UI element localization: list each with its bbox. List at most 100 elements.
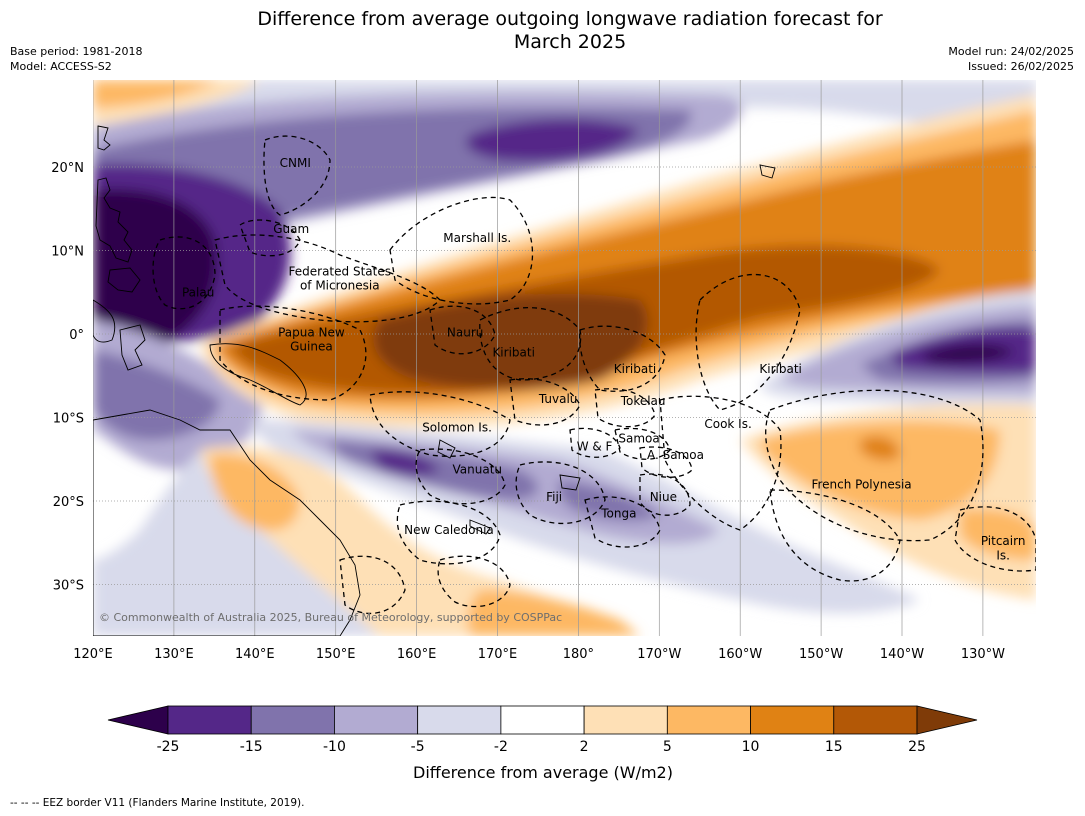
eez-pitcairn xyxy=(954,506,1036,572)
place-label: French Polynesia xyxy=(811,477,911,491)
colorbar-tick-label: 5 xyxy=(663,739,672,755)
title-line-2: March 2025 xyxy=(513,31,627,53)
eez-fiji xyxy=(515,461,606,525)
place-label: Fiji xyxy=(546,490,562,504)
longitude-axis: 120°E 130°E 140°E 150°E 160°E 170°E 180° 170°W 1… xyxy=(73,647,1005,662)
place-label: A. Samoa xyxy=(647,448,704,462)
taiwan-coast xyxy=(97,125,111,151)
colorbar-bin xyxy=(583,705,668,735)
longitude-tick-label: 140°E xyxy=(235,647,275,662)
colorbar-bin xyxy=(750,705,835,735)
eez-fsm xyxy=(214,234,441,323)
place-label: Vanuatu xyxy=(453,462,503,476)
latitude-tick-label: 20°N xyxy=(51,161,84,176)
coastlines xyxy=(93,125,776,636)
borneo xyxy=(93,299,116,343)
title-line-1: Difference from average outgoing longwav… xyxy=(257,8,883,30)
colorbar-bin xyxy=(417,705,502,735)
eez-tonga xyxy=(584,496,661,548)
eez-american-samoa xyxy=(639,446,693,478)
eez-palau xyxy=(152,236,216,310)
chart-title: Difference from average outgoing longwav… xyxy=(0,8,1085,54)
graticule xyxy=(93,80,1036,636)
issued-date: Issued: 26/02/2025 xyxy=(967,60,1074,73)
longitude-tick-label: 150°E xyxy=(316,647,356,662)
longitude-tick-label: 170°E xyxy=(478,647,518,662)
place-label: Is. xyxy=(996,548,1010,562)
latitude-tick-label: 30°S xyxy=(53,579,84,594)
colorbar-bin xyxy=(666,705,751,735)
eez-french-polynesia xyxy=(765,389,984,542)
colorbar-bin xyxy=(167,705,252,735)
place-label: Kiribati xyxy=(759,362,801,376)
colorbar-extend-max xyxy=(916,705,978,735)
place-label: Kiribati xyxy=(614,362,656,376)
longitude-tick-label: 160°W xyxy=(718,647,762,662)
place-label: Guinea xyxy=(290,340,333,354)
australia-coast xyxy=(93,409,361,636)
eez-kiribati-phoenix xyxy=(579,325,666,392)
eez-wallis-futuna xyxy=(569,427,621,458)
place-label: Solomon Is. xyxy=(422,421,492,435)
place-label: Palau xyxy=(182,285,214,299)
colorbar-label: Difference from average (W/m2) xyxy=(413,763,673,782)
longitude-tick-label: 150°W xyxy=(799,647,843,662)
place-label: Tuvalu xyxy=(538,392,578,406)
colorbar-tick-label: -15 xyxy=(240,739,263,755)
place-label: Tonga xyxy=(600,507,636,521)
latitude-tick-label: 10°N xyxy=(51,245,84,260)
place-label: Guam xyxy=(273,222,309,236)
colorbar-bin xyxy=(500,705,585,735)
eez-lord-howe xyxy=(339,555,406,615)
eez-solomon xyxy=(369,391,511,457)
sulawesi xyxy=(119,324,146,371)
place-label: New Caledonia xyxy=(404,523,494,537)
model-name: Model: ACCESS-S2 xyxy=(10,60,112,73)
latitude-tick-label: 10°S xyxy=(53,412,84,427)
place-label: Niue xyxy=(650,490,677,504)
eez-cook xyxy=(659,395,782,531)
place-label: Nauru xyxy=(447,325,483,339)
longitude-tick-label: 130°W xyxy=(961,647,1005,662)
longitude-tick-label: 170°W xyxy=(637,647,681,662)
place-label: Pitcairn xyxy=(981,534,1026,548)
fiji xyxy=(559,474,581,491)
eez-samoa xyxy=(614,427,671,460)
hawaii xyxy=(759,164,776,179)
colorbar-tick-label: -5 xyxy=(411,739,425,755)
colorbar: -25 -15 -10 -5 -2 2 5 10 15 25 xyxy=(107,705,978,755)
new-guinea xyxy=(209,343,307,406)
base-period: Base period: 1981-2018 xyxy=(10,45,143,58)
eez-footnote: -- -- -- EEZ border V11 (Flanders Marine… xyxy=(10,797,305,809)
colorbar-bin xyxy=(250,705,335,735)
eez-borders xyxy=(152,135,1036,615)
philippines-luzon xyxy=(95,177,133,263)
copyright-notice: © Commonwealth of Australia 2025, Bureau… xyxy=(99,611,562,624)
eez-png xyxy=(219,305,367,401)
new-caledonia xyxy=(469,519,491,535)
longitude-tick-label: 180° xyxy=(563,647,594,662)
model-run: Model run: 24/02/2025 xyxy=(948,45,1074,58)
mindanao xyxy=(107,267,141,293)
longitude-tick-label: 160°E xyxy=(397,647,437,662)
colorbar-extend-min xyxy=(107,705,169,735)
colorbar-tick-label: 2 xyxy=(580,739,589,755)
eez-new-caledonia xyxy=(396,500,501,565)
place-label: W & F xyxy=(577,440,613,454)
run-info-right: Model run: 24/02/2025 Issued: 26/02/2025 xyxy=(948,44,1074,74)
colorbar-tick-label: -2 xyxy=(494,739,508,755)
longitude-tick-label: 120°E xyxy=(73,647,113,662)
place-label: Kiribati xyxy=(492,345,534,359)
run-info-left: Base period: 1981-2018 Model: ACCESS-S2 xyxy=(10,44,142,74)
place-label: Papua New xyxy=(278,325,345,339)
latitude-tick-label: 0° xyxy=(69,328,84,343)
longitude-tick-label: 130°E xyxy=(154,647,194,662)
colorbar-bin xyxy=(833,705,918,735)
place-label: Marshall Is. xyxy=(443,231,511,245)
longitude-tick-label: 140°W xyxy=(880,647,924,662)
eez-tokelau xyxy=(594,388,656,428)
place-label: Cook Is. xyxy=(704,417,751,431)
